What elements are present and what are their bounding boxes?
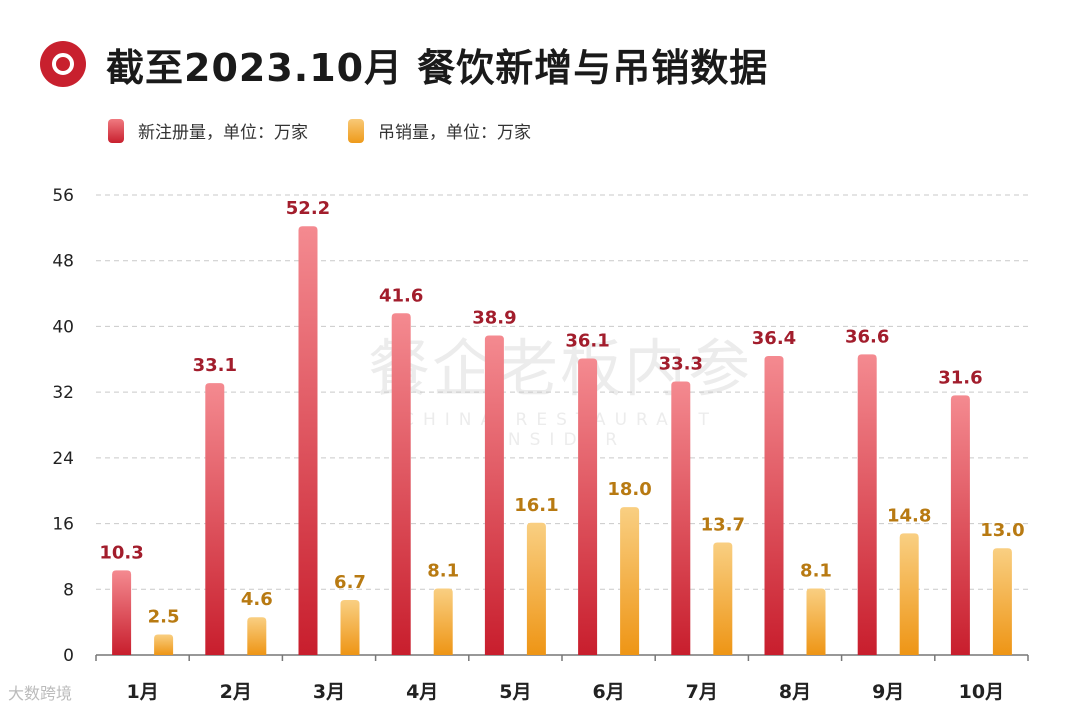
chart-title: 截至2023.10月 餐饮新增与吊销数据	[106, 45, 769, 90]
value-label-revocations: 13.0	[980, 520, 1024, 541]
x-tick-label: 6月	[592, 681, 624, 703]
value-label-new-registrations: 52.2	[286, 198, 330, 219]
legend: 新注册量，单位：万家 吊销量，单位：万家	[108, 118, 531, 143]
value-label-new-registrations: 38.9	[472, 307, 516, 328]
value-label-new-registrations: 36.6	[845, 326, 889, 347]
bar-revocations	[247, 617, 267, 655]
bar-new-registrations	[205, 383, 225, 655]
bar-new-registrations	[391, 313, 411, 655]
legend-swatch-red	[108, 118, 124, 143]
target-icon	[40, 41, 86, 87]
bar-new-registrations	[671, 381, 691, 655]
value-label-revocations: 16.1	[514, 495, 558, 516]
legend-label-revocations: 吊销量，单位：万家	[378, 123, 531, 143]
bar-revocations	[899, 533, 919, 655]
y-tick-label: 8	[63, 580, 74, 600]
value-label-revocations: 4.6	[241, 589, 273, 610]
y-tick-label: 56	[52, 186, 74, 206]
bar-new-registrations	[578, 358, 598, 655]
value-label-revocations: 8.1	[427, 560, 459, 581]
y-tick-label: 16	[52, 515, 74, 535]
corner-watermark: 大数跨境	[8, 684, 73, 703]
value-label-revocations: 14.8	[887, 505, 931, 526]
legend-swatch-orange	[348, 118, 364, 143]
bar-revocations	[526, 522, 546, 655]
value-label-new-registrations: 10.3	[99, 542, 143, 563]
bar-new-registrations	[857, 354, 877, 655]
bar-new-registrations	[112, 570, 132, 655]
bar-revocations	[433, 588, 453, 655]
value-label-new-registrations: 33.3	[659, 353, 703, 374]
bar-revocations	[713, 542, 733, 655]
x-tick-label: 5月	[499, 681, 531, 703]
x-tick-label: 10月	[959, 681, 1004, 703]
value-label-revocations: 6.7	[334, 572, 366, 593]
title-row: 截至2023.10月 餐饮新增与吊销数据	[40, 36, 768, 92]
bar-new-registrations	[484, 335, 504, 655]
value-label-new-registrations: 36.1	[565, 330, 609, 351]
bar-revocations	[620, 507, 640, 655]
value-label-revocations: 18.0	[607, 479, 651, 500]
bar-new-registrations	[298, 226, 318, 655]
value-label-new-registrations: 41.6	[379, 285, 423, 306]
bar-revocations	[340, 599, 360, 655]
legend-item-new-registrations: 新注册量，单位：万家	[108, 118, 308, 143]
bar-revocations	[154, 634, 174, 655]
bar-revocations	[806, 588, 826, 655]
y-tick-label: 0	[63, 646, 74, 666]
value-label-new-registrations: 31.6	[938, 367, 982, 388]
x-tick-label: 1月	[126, 681, 158, 703]
y-tick-label: 48	[52, 252, 74, 272]
x-tick-label: 2月	[220, 681, 252, 703]
legend-label-new-registrations: 新注册量，单位：万家	[138, 123, 308, 143]
x-tick-label: 3月	[313, 681, 345, 703]
bar-revocations	[992, 548, 1012, 655]
bar-new-registrations	[764, 356, 784, 655]
value-label-revocations: 2.5	[148, 606, 180, 627]
value-label-revocations: 8.1	[800, 560, 832, 581]
y-tick-label: 24	[52, 449, 74, 469]
value-label-new-registrations: 36.4	[752, 328, 796, 349]
bar-new-registrations	[950, 395, 970, 655]
value-label-new-registrations: 33.1	[193, 355, 237, 376]
x-tick-label: 7月	[686, 681, 718, 703]
value-label-revocations: 13.7	[701, 514, 745, 535]
x-tick-label: 8月	[779, 681, 811, 703]
y-tick-label: 40	[52, 317, 74, 337]
y-tick-label: 32	[52, 383, 74, 403]
x-tick-label: 4月	[406, 681, 438, 703]
legend-item-revocations: 吊销量，单位：万家	[348, 118, 531, 143]
x-tick-label: 9月	[872, 681, 904, 703]
